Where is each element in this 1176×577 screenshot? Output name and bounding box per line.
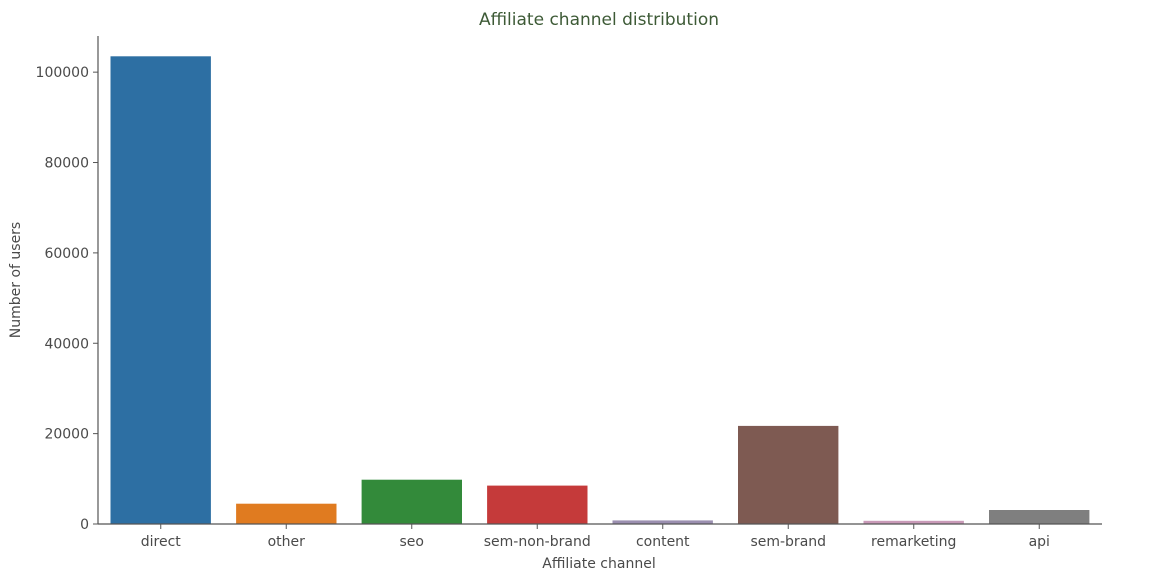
chart-title: Affiliate channel distribution (479, 10, 719, 30)
bar-api (989, 510, 1090, 524)
y-tick-label: 20000 (44, 427, 89, 443)
bar-content (612, 520, 713, 524)
x-axis-label: Affiliate channel (542, 556, 655, 572)
bars-group (110, 56, 1090, 525)
bar-other (236, 503, 337, 524)
x-tick-label: sem-brand (750, 534, 826, 550)
bar-remarketing (863, 520, 964, 524)
x-tick-label: remarketing (871, 534, 956, 550)
x-tick-label: direct (141, 534, 182, 550)
y-tick-label: 100000 (36, 65, 89, 81)
x-tick-label: api (1029, 534, 1050, 550)
bar-direct (110, 56, 211, 525)
x-tick-label: sem-non-brand (484, 534, 591, 550)
x-tick-label: other (268, 534, 306, 550)
y-tick-label: 60000 (44, 246, 89, 262)
bar-sem-brand (738, 425, 839, 524)
y-tick-label: 40000 (44, 336, 89, 352)
bar-sem-non-brand (487, 485, 588, 524)
y-tick-label: 0 (80, 517, 89, 533)
y-axis-label: Number of users (8, 222, 24, 338)
bar-seo (361, 479, 462, 524)
x-tick-label: seo (400, 534, 424, 550)
y-tick-label: 80000 (44, 156, 89, 172)
x-tick-label: content (636, 534, 690, 550)
y-axis-ticks: 0 20000 40000 60000 80000 100000 (36, 65, 98, 533)
x-axis-ticks: direct other seo sem-non-brand content sem-br… (141, 524, 1050, 550)
